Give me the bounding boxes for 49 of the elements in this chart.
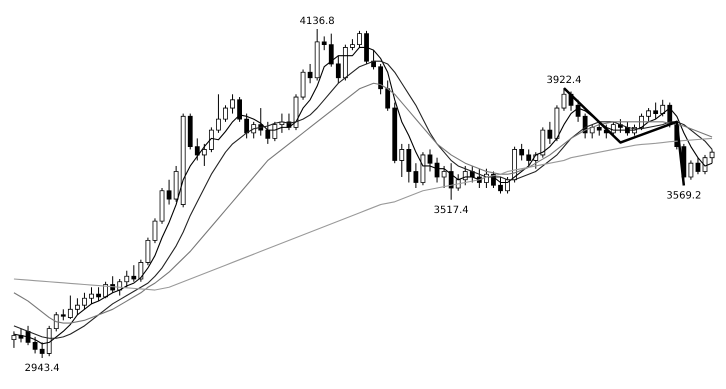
candlestick (434, 157, 440, 183)
candlestick (406, 143, 412, 183)
candlestick (350, 38, 355, 51)
annotation: 3517.4 (434, 204, 469, 216)
candlestick (208, 126, 214, 153)
annotation: 4136.8 (300, 16, 335, 27)
candlestick (519, 143, 524, 161)
candlestick (237, 96, 242, 122)
candlestick (498, 176, 503, 194)
candlestick (646, 108, 651, 122)
candlestick (96, 286, 101, 302)
candlestick (378, 63, 384, 95)
candlestick (138, 259, 144, 282)
candlestick (385, 80, 390, 112)
candlestick (653, 102, 658, 120)
candlestick (596, 121, 602, 136)
candlestick (399, 143, 404, 178)
candlestick (702, 154, 708, 175)
candlestick (89, 286, 94, 304)
candlestick (322, 36, 327, 51)
annotation: 2943.4 (24, 363, 60, 374)
candlestick (244, 113, 250, 139)
candlestick (152, 218, 158, 244)
candlestick (68, 295, 73, 320)
candlestick (75, 298, 80, 316)
candlestick (547, 121, 552, 144)
candlestick (413, 162, 418, 189)
candlestick (230, 94, 235, 114)
candlestick (696, 157, 700, 175)
candlestick (124, 270, 130, 288)
candlestick (82, 292, 87, 310)
candlestick (146, 237, 150, 266)
candlestick (60, 308, 66, 321)
candlestick (265, 121, 270, 144)
annotation: 3569.2 (666, 190, 702, 202)
candlestick (688, 160, 694, 180)
candlestick (336, 55, 341, 84)
candlestick (428, 148, 432, 172)
candlestick (308, 63, 313, 84)
candlestick (166, 179, 172, 206)
candlestick (442, 165, 446, 189)
candlestick (131, 264, 136, 282)
candlestick (216, 94, 221, 134)
candlestick (526, 148, 532, 166)
annotation: 3922.4 (546, 75, 582, 86)
candlestick (202, 143, 207, 166)
candlestick (272, 121, 278, 142)
candlestick (223, 104, 228, 122)
candlestick (448, 162, 454, 200)
